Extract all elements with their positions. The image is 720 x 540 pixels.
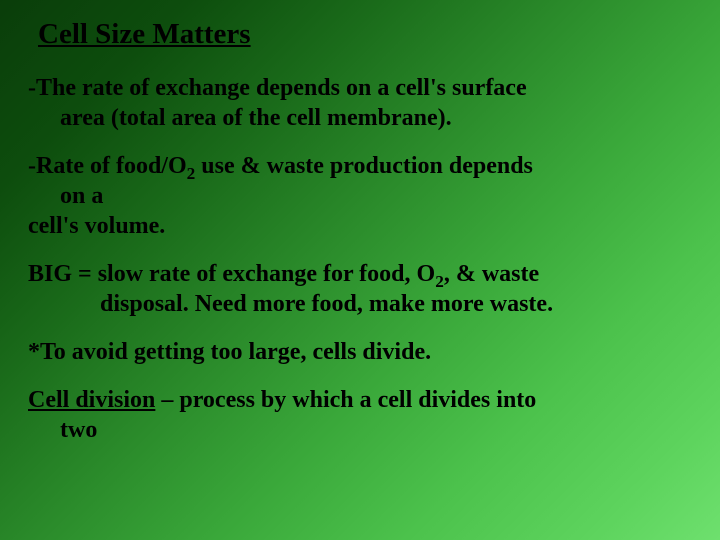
slide-title: Cell Size Matters: [38, 18, 692, 51]
p1-line1: -The rate of exchange depends on a cell'…: [28, 75, 527, 101]
p2-line1b: use & waste production depends: [195, 153, 533, 179]
paragraph-definition: Cell division – process by which a cell …: [28, 385, 692, 445]
p5-line2: two: [60, 417, 97, 443]
paragraph-volume: -Rate of food/O2 use & waste production …: [28, 151, 692, 241]
p2-line2: on a: [60, 183, 103, 209]
definition-term: Cell division: [28, 387, 155, 413]
paragraph-big: BIG = slow rate of exchange for food, O2…: [28, 259, 692, 319]
p3-line1b: , & waste: [444, 261, 539, 287]
p2-line1a: -Rate of food/O: [28, 153, 187, 179]
p2-sub: 2: [187, 164, 196, 183]
p3-line2: disposal. Need more food, make more wast…: [100, 291, 553, 317]
p1-line2: area (total area of the cell membrane).: [60, 105, 452, 131]
paragraph-surface-area: -The rate of exchange depends on a cell'…: [28, 73, 692, 133]
p3-sub: 2: [435, 272, 444, 291]
paragraph-divide: *To avoid getting too large, cells divid…: [28, 337, 692, 367]
p5-rest: – process by which a cell divides into: [155, 387, 536, 413]
p4-text: *To avoid getting too large, cells divid…: [28, 339, 431, 365]
p3-line1a: BIG = slow rate of exchange for food, O: [28, 261, 435, 287]
p2-line3: cell's volume.: [28, 213, 165, 239]
